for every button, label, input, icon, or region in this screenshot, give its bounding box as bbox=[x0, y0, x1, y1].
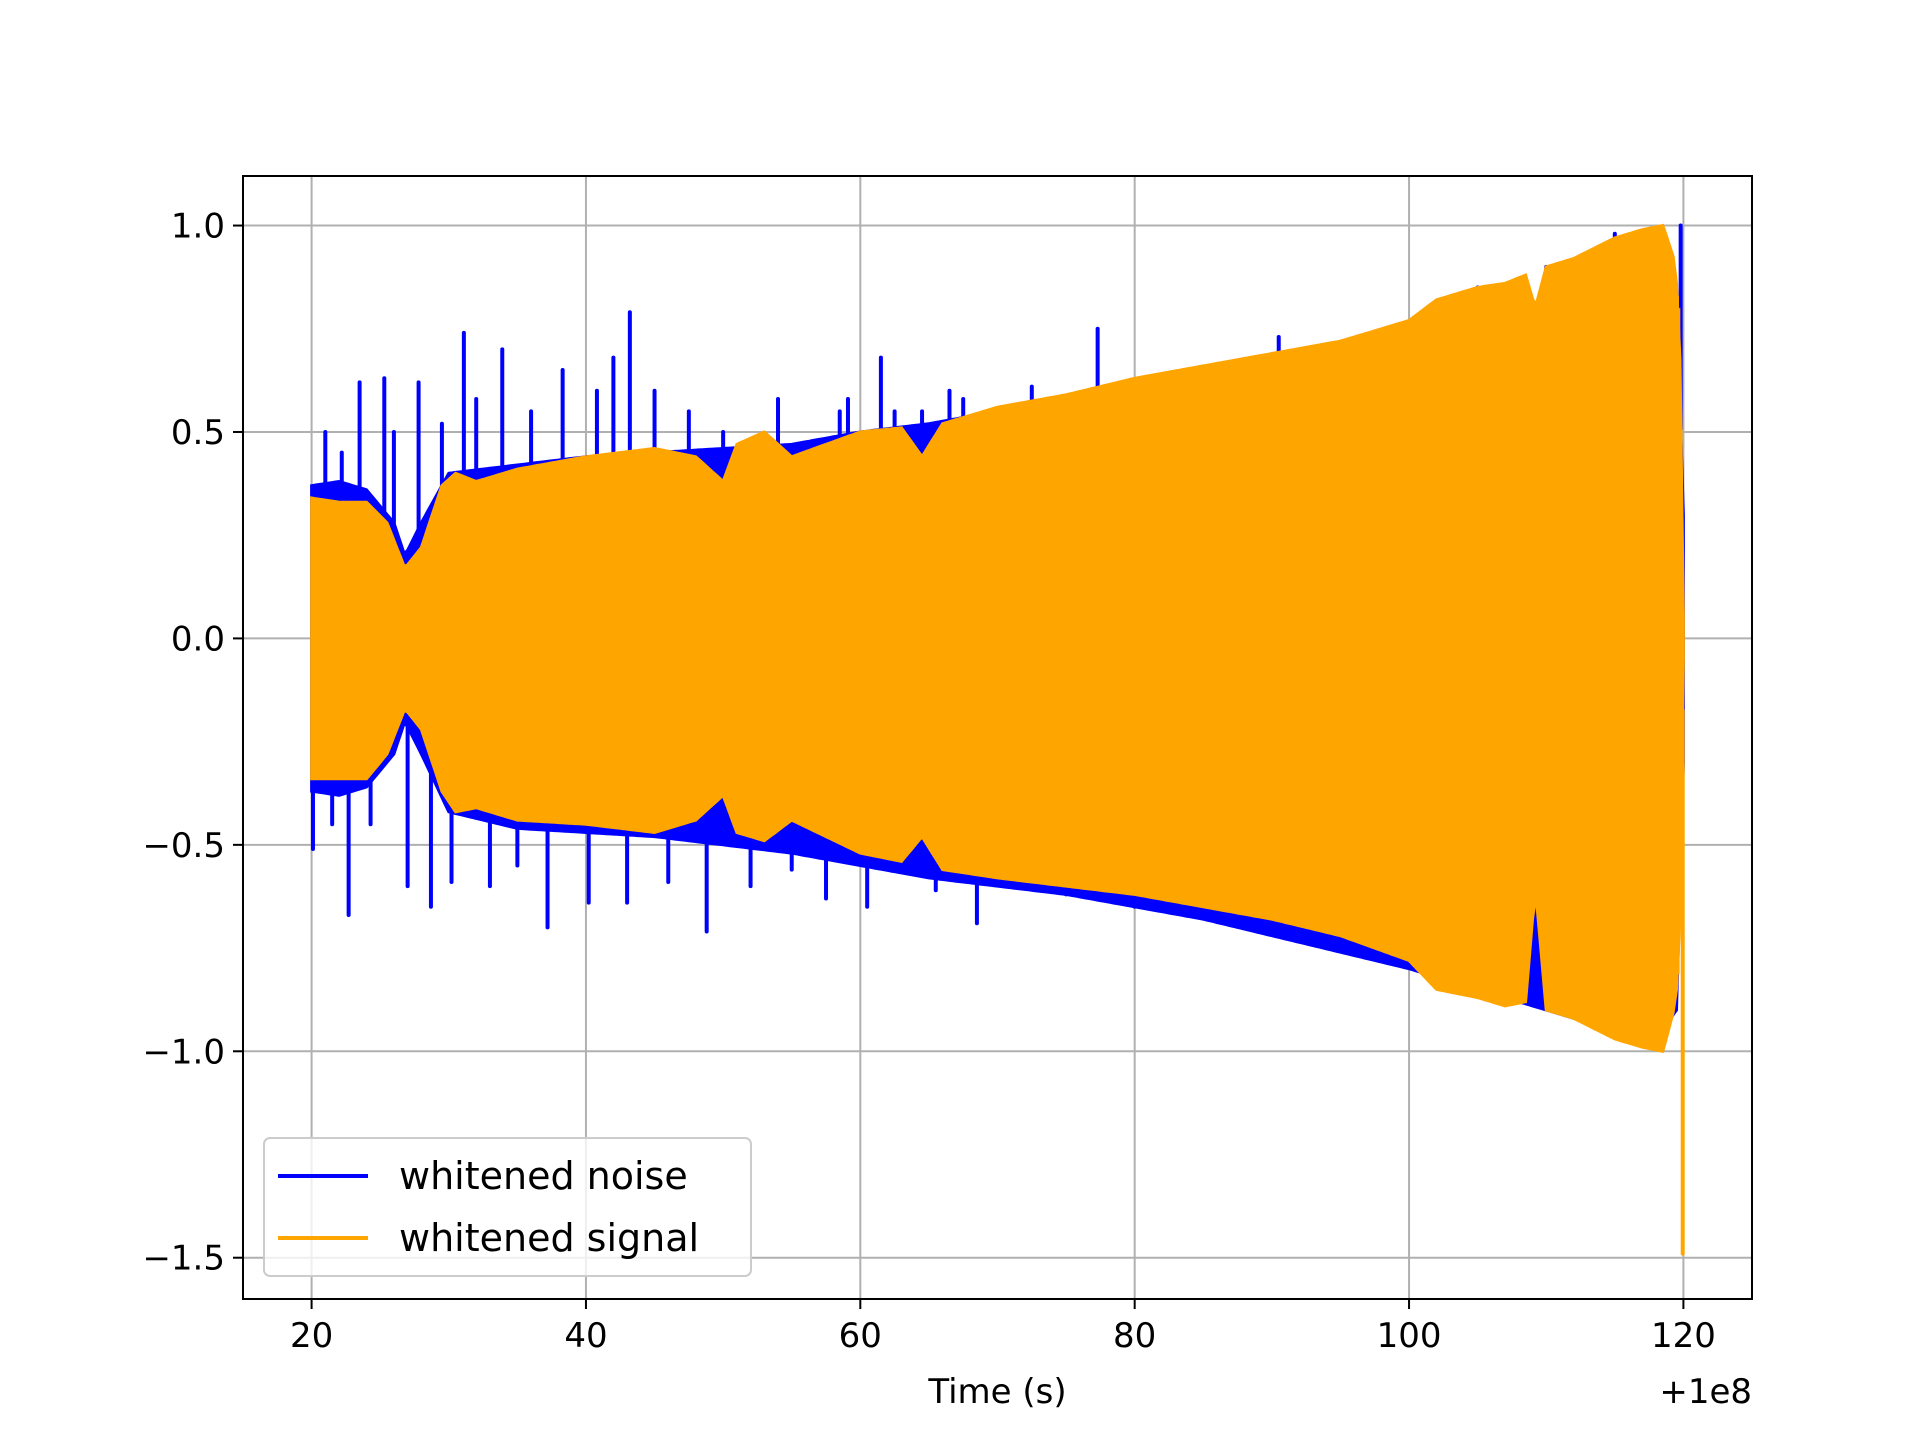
series-1 bbox=[310, 223, 1685, 1256]
y-tick-label: −0.5 bbox=[142, 826, 225, 866]
legend-box bbox=[263, 1137, 752, 1277]
x-tick-label: 40 bbox=[564, 1316, 607, 1356]
x-tick-label: 20 bbox=[290, 1316, 333, 1356]
series-trace bbox=[310, 225, 1685, 1052]
legend-label-signal: whitened signal bbox=[399, 1216, 699, 1260]
x-tick-label: 80 bbox=[1113, 1316, 1156, 1356]
legend[interactable]: whitened noise whitened signal bbox=[263, 1137, 752, 1277]
x-offset-label: +1e8 bbox=[1659, 1372, 1752, 1412]
y-tick-label: −1.0 bbox=[142, 1032, 225, 1072]
y-tick-label: 0.0 bbox=[171, 619, 225, 659]
x-tick-label: 100 bbox=[1377, 1316, 1442, 1356]
plot-area bbox=[310, 223, 1685, 1256]
legend-label-noise: whitened noise bbox=[399, 1154, 688, 1198]
x-axis-label: Time (s) bbox=[927, 1372, 1066, 1412]
y-tick-label: 0.5 bbox=[171, 413, 225, 453]
ticks: 20 40 60 80 100 120 −1.5 −1.0 −0.5 0.0 0.5 1.0 bbox=[142, 207, 1715, 1356]
y-tick-label: −1.5 bbox=[142, 1239, 225, 1279]
axes-frame bbox=[242, 175, 1753, 1300]
y-tick-label: 1.0 bbox=[171, 207, 225, 247]
x-tick-label: 60 bbox=[839, 1316, 882, 1356]
x-tick-label: 120 bbox=[1651, 1316, 1716, 1356]
